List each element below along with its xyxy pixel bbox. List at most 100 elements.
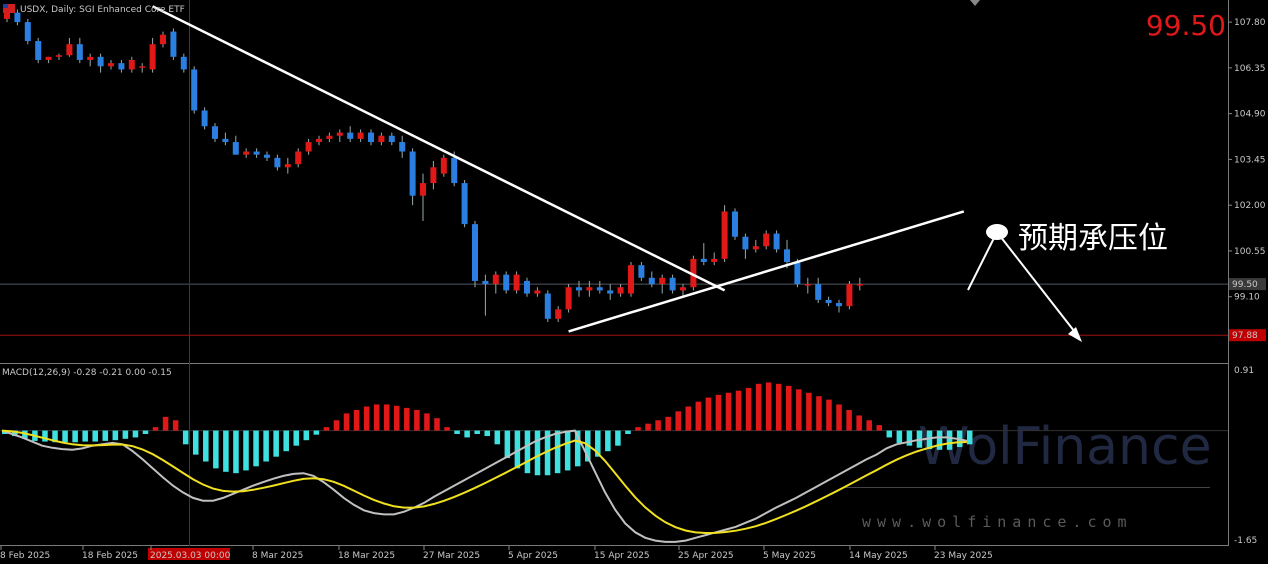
trendline <box>152 5 726 292</box>
flag-canton <box>3 4 8 8</box>
low-level-tag-text: 97.88 <box>1232 331 1258 341</box>
candle-body <box>180 56 187 70</box>
macd-histogram-bar <box>203 430 209 462</box>
macd-histogram-bar <box>313 430 320 435</box>
macd-histogram-bar <box>22 430 28 439</box>
macd-histogram-bar <box>745 387 752 431</box>
candle-body <box>836 303 842 307</box>
macd-histogram-bar <box>404 407 410 431</box>
candle-body <box>420 183 426 196</box>
candle-body <box>35 41 42 60</box>
candle-body <box>721 211 728 259</box>
candle-body <box>149 44 156 70</box>
candle-body <box>815 284 822 300</box>
candle-body <box>212 126 218 139</box>
chart-shift-marker-icon[interactable] <box>970 0 980 6</box>
macd-histogram-bar <box>946 430 953 450</box>
candle-body <box>316 138 322 143</box>
current-price-tag <box>1229 278 1266 291</box>
macd-histogram-bar <box>394 405 400 431</box>
macd-line <box>1 429 968 543</box>
candle-body <box>347 132 354 139</box>
macd-histogram-bar <box>102 430 109 441</box>
macd-histogram-bar <box>273 430 279 457</box>
candle-body <box>201 110 208 127</box>
candle-body <box>648 277 655 285</box>
candle-body <box>742 236 749 250</box>
candle-body <box>66 44 73 56</box>
time-tick-label: 15 Apr 2025 <box>594 551 650 561</box>
time-tick-label: 23 May 2025 <box>934 551 993 561</box>
macd-histogram-bar <box>162 416 169 431</box>
macd-histogram-bar <box>62 430 68 443</box>
macd-histogram-bar <box>886 430 893 438</box>
macd-histogram-bar <box>182 430 189 445</box>
candle-body <box>388 135 395 143</box>
candle-body <box>4 12 10 19</box>
macd-histogram-bar <box>896 430 903 443</box>
macd-histogram-bar <box>574 430 581 467</box>
macd-histogram-bar <box>464 430 470 438</box>
candle-body <box>274 157 281 168</box>
candle-body <box>357 132 364 139</box>
watermark-url: www.wolfinance.com <box>862 513 1133 531</box>
trendline <box>568 210 965 333</box>
macd-histogram-bar <box>484 430 491 437</box>
candle-body <box>596 287 603 291</box>
macd-histogram-bar <box>383 404 390 431</box>
candle-body <box>794 261 801 285</box>
macd-histogram-bar <box>213 430 219 469</box>
candle-body <box>846 284 853 307</box>
time-tick-label: 27 Mar 2025 <box>423 551 480 561</box>
macd-histogram-bar <box>605 430 611 452</box>
macd-histogram-bar <box>514 430 521 469</box>
signal-line <box>1 429 967 535</box>
macd-histogram-bar <box>82 430 88 442</box>
time-tick-label: 25 Apr 2025 <box>678 551 734 561</box>
candle-body <box>378 135 385 143</box>
candle-body <box>368 132 374 143</box>
candle-body <box>586 287 593 291</box>
macd-histogram-bar <box>52 430 58 443</box>
macd-histogram-bar <box>735 390 742 431</box>
price-tick-label: 107.80 <box>1234 18 1266 28</box>
candle-body <box>336 132 343 136</box>
macd-histogram-bar <box>343 413 350 431</box>
macd-histogram-bar <box>665 416 671 431</box>
watermark-brand: WolFinance <box>918 417 1212 477</box>
macd-histogram-bar <box>122 430 129 439</box>
macd-histogram-bar <box>564 430 571 471</box>
price-tick-label: 102.00 <box>1234 201 1266 211</box>
macd-histogram-bar <box>826 399 832 431</box>
candle-body <box>534 290 541 294</box>
macd-histogram-bar <box>474 430 480 434</box>
macd-histogram-bar <box>414 409 420 431</box>
candle-body <box>690 258 697 288</box>
macd-histogram-bar <box>72 430 78 443</box>
candle-body <box>669 277 676 291</box>
trendlines-group <box>152 5 965 333</box>
candle-body <box>243 151 250 155</box>
candle-body <box>607 290 614 294</box>
macd-histogram-bar <box>725 392 732 431</box>
macd-histogram-bar <box>434 418 440 431</box>
candle-body <box>680 287 686 291</box>
macd-label: MACD(12,26,9) -0.28 -0.21 0.00 -0.15 <box>2 368 172 378</box>
macd-histogram-bar <box>142 430 149 434</box>
candle-body <box>784 249 790 262</box>
candle-body <box>14 12 21 23</box>
macd-histogram-bar <box>625 430 631 434</box>
macd-histogram-bar <box>755 383 762 431</box>
candle-body <box>191 69 198 111</box>
time-tick-label: 5 May 2025 <box>763 551 816 561</box>
candle-body <box>160 34 166 45</box>
candle-body <box>222 138 229 143</box>
candle-body <box>773 233 780 250</box>
candles-group <box>4 9 863 322</box>
resistance-annotation: 预期承压位 <box>967 221 1168 342</box>
macd-histogram-bar <box>353 409 360 431</box>
macd-histogram-bar <box>695 401 702 431</box>
candle-body <box>45 56 52 60</box>
time-tick-label: 8 Mar 2025 <box>252 551 303 561</box>
